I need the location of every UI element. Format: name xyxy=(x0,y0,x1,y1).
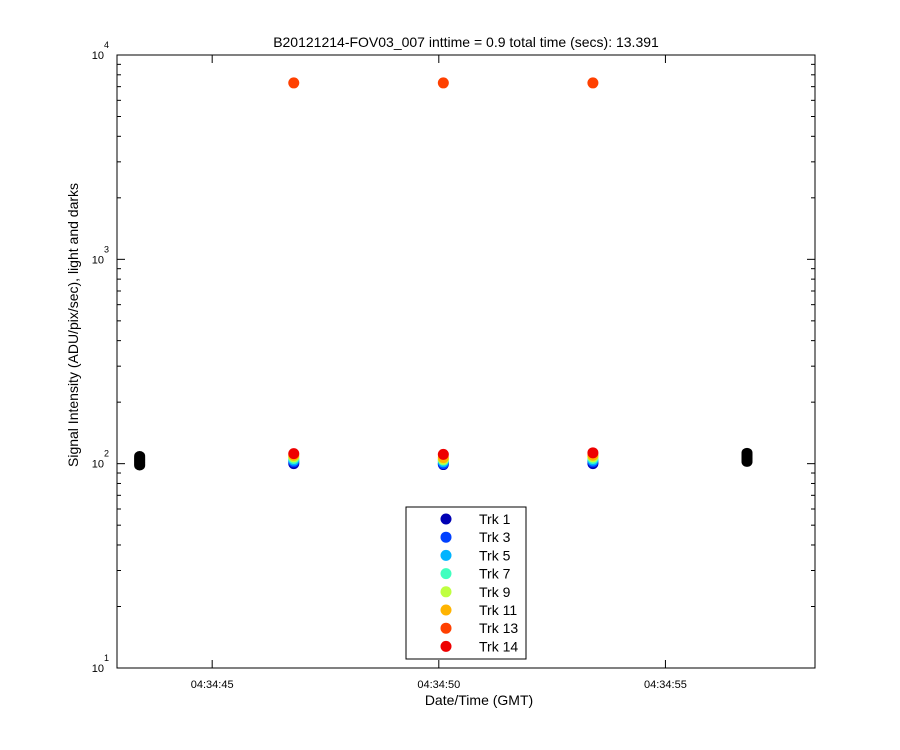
data-point xyxy=(288,77,300,89)
legend-marker xyxy=(440,622,452,634)
legend-marker xyxy=(440,549,452,561)
x-tick-label: 04:34:55 xyxy=(644,679,687,691)
data-point xyxy=(587,447,599,459)
dark-point xyxy=(134,451,146,462)
x-axis-ticks: 04:34:45 04:34:50 04:34:55 xyxy=(191,55,687,691)
data-point xyxy=(437,77,449,89)
data-point xyxy=(587,77,599,89)
x-tick-label: 04:34:45 xyxy=(191,679,234,691)
legend: Trk 1 Trk 3 Trk 5 Trk 7 Trk 9 Trk 11 Trk 13 Trk… xyxy=(405,506,527,660)
y-tick-exponent: 3 xyxy=(104,244,109,254)
legend-marker xyxy=(440,640,452,652)
legend-marker xyxy=(440,586,452,598)
y-axis-label: Signal Intensity (ADU/pix/sec), light an… xyxy=(65,183,81,467)
chart-title: B20121214-FOV03_007 inttime = 0.9 total … xyxy=(273,34,659,50)
legend-label: Trk 7 xyxy=(479,566,511,582)
y-tick-exponent: 4 xyxy=(104,40,109,50)
legend-label: Trk 9 xyxy=(479,584,511,600)
legend-marker xyxy=(440,531,452,543)
legend-marker xyxy=(440,604,452,616)
y-tick-exponent: 1 xyxy=(104,653,109,663)
legend-label: Trk 3 xyxy=(479,529,511,545)
y-tick-label: 10 xyxy=(92,50,104,62)
data-points xyxy=(134,77,753,471)
dark-point xyxy=(741,447,753,458)
data-point xyxy=(288,448,300,460)
y-tick-label: 10 xyxy=(92,459,104,471)
legend-label: Trk 14 xyxy=(479,638,518,654)
legend-label: Trk 5 xyxy=(479,547,511,563)
legend-box xyxy=(405,506,527,660)
legend-label: Trk 1 xyxy=(479,511,511,527)
legend-marker xyxy=(440,568,452,580)
data-point xyxy=(437,448,449,460)
x-axis-label: Date/Time (GMT) xyxy=(425,692,533,708)
y-tick-exponent: 2 xyxy=(104,449,109,459)
x-tick-label: 04:34:50 xyxy=(417,679,460,691)
minor-ticks xyxy=(117,63,815,607)
legend-label: Trk 11 xyxy=(479,602,517,618)
y-tick-label: 10 xyxy=(92,663,104,675)
legend-label: Trk 13 xyxy=(479,620,518,636)
y-tick-label: 10 xyxy=(92,254,104,266)
legend-marker xyxy=(440,513,452,525)
